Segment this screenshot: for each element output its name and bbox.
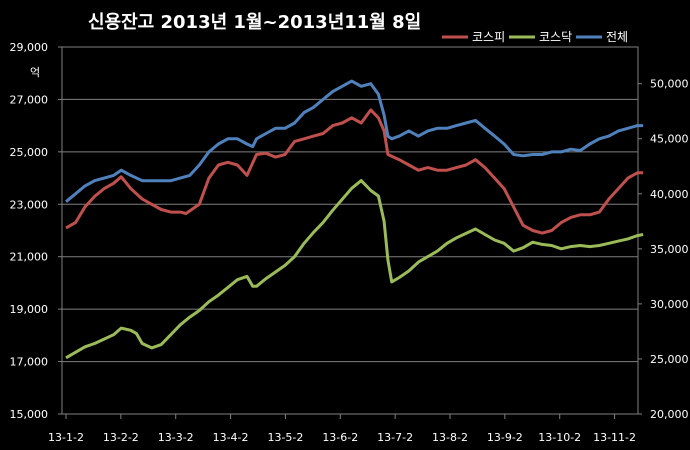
chart-title: 신용잔고 2013년 1월~2013년11월 8일	[88, 12, 421, 33]
x-tick-label: 13-11-2	[593, 431, 636, 444]
legend: 코스피 코스닥 전체	[442, 30, 628, 44]
y-left-tick-label: 27,000	[10, 93, 49, 106]
y-left-tick-label: 15,000	[10, 408, 49, 421]
y-right-tick-label: 50,000	[650, 78, 689, 91]
y-left-tick-label: 19,000	[10, 303, 49, 316]
gridlines	[62, 46, 638, 363]
series-line-코스피	[65, 108, 644, 235]
series-line-코스닥	[65, 179, 644, 360]
x-tick-label: 13-4-2	[213, 431, 249, 444]
x-tick-label: 13-1-2	[48, 431, 84, 444]
x-tick-label: 13-5-2	[267, 431, 303, 444]
x-tick-label: 13-10-2	[538, 431, 581, 444]
y-right-tick-label: 25,000	[650, 353, 689, 366]
y-right-tick-label: 45,000	[650, 133, 689, 146]
left-axis: 15,000 17,000 19,000 21,000 23,000 25,000 27,0…	[10, 41, 62, 421]
x-tick-label: 13-8-2	[432, 431, 468, 444]
y-left-tick-label: 29,000	[10, 41, 49, 54]
legend-label: 코스피	[472, 30, 505, 44]
x-tick-label: 13-3-2	[158, 431, 194, 444]
legend-label: 전체	[606, 30, 628, 44]
y-left-tick-label: 17,000	[10, 356, 49, 369]
series-lines	[65, 79, 644, 360]
plot-area	[61, 46, 639, 415]
y-left-tick-label: 21,000	[10, 251, 49, 264]
series-line-전체	[65, 79, 644, 203]
y-left-tick-label: 25,000	[10, 146, 49, 159]
x-tick-label: 13-6-2	[322, 431, 358, 444]
x-axis: 13-1-2 13-2-2 13-3-2 13-4-2 13-5-2 13-6-2 13-7…	[48, 414, 636, 444]
y-right-tick-label: 40,000	[650, 188, 689, 201]
y-right-tick-label: 35,000	[650, 243, 689, 256]
y-right-tick-label: 30,000	[650, 298, 689, 311]
legend-label: 코스닥	[539, 30, 572, 44]
y-right-tick-label: 20,000	[650, 408, 689, 421]
x-tick-label: 13-2-2	[103, 431, 139, 444]
right-axis: 20,000 25,000 30,000 35,000 40,000 45,000 50,0…	[638, 78, 689, 421]
y-left-tick-label: 23,000	[10, 198, 49, 211]
x-tick-label: 13-9-2	[487, 431, 523, 444]
x-tick-label: 13-7-2	[377, 431, 413, 444]
left-axis-unit: 억	[30, 66, 40, 79]
